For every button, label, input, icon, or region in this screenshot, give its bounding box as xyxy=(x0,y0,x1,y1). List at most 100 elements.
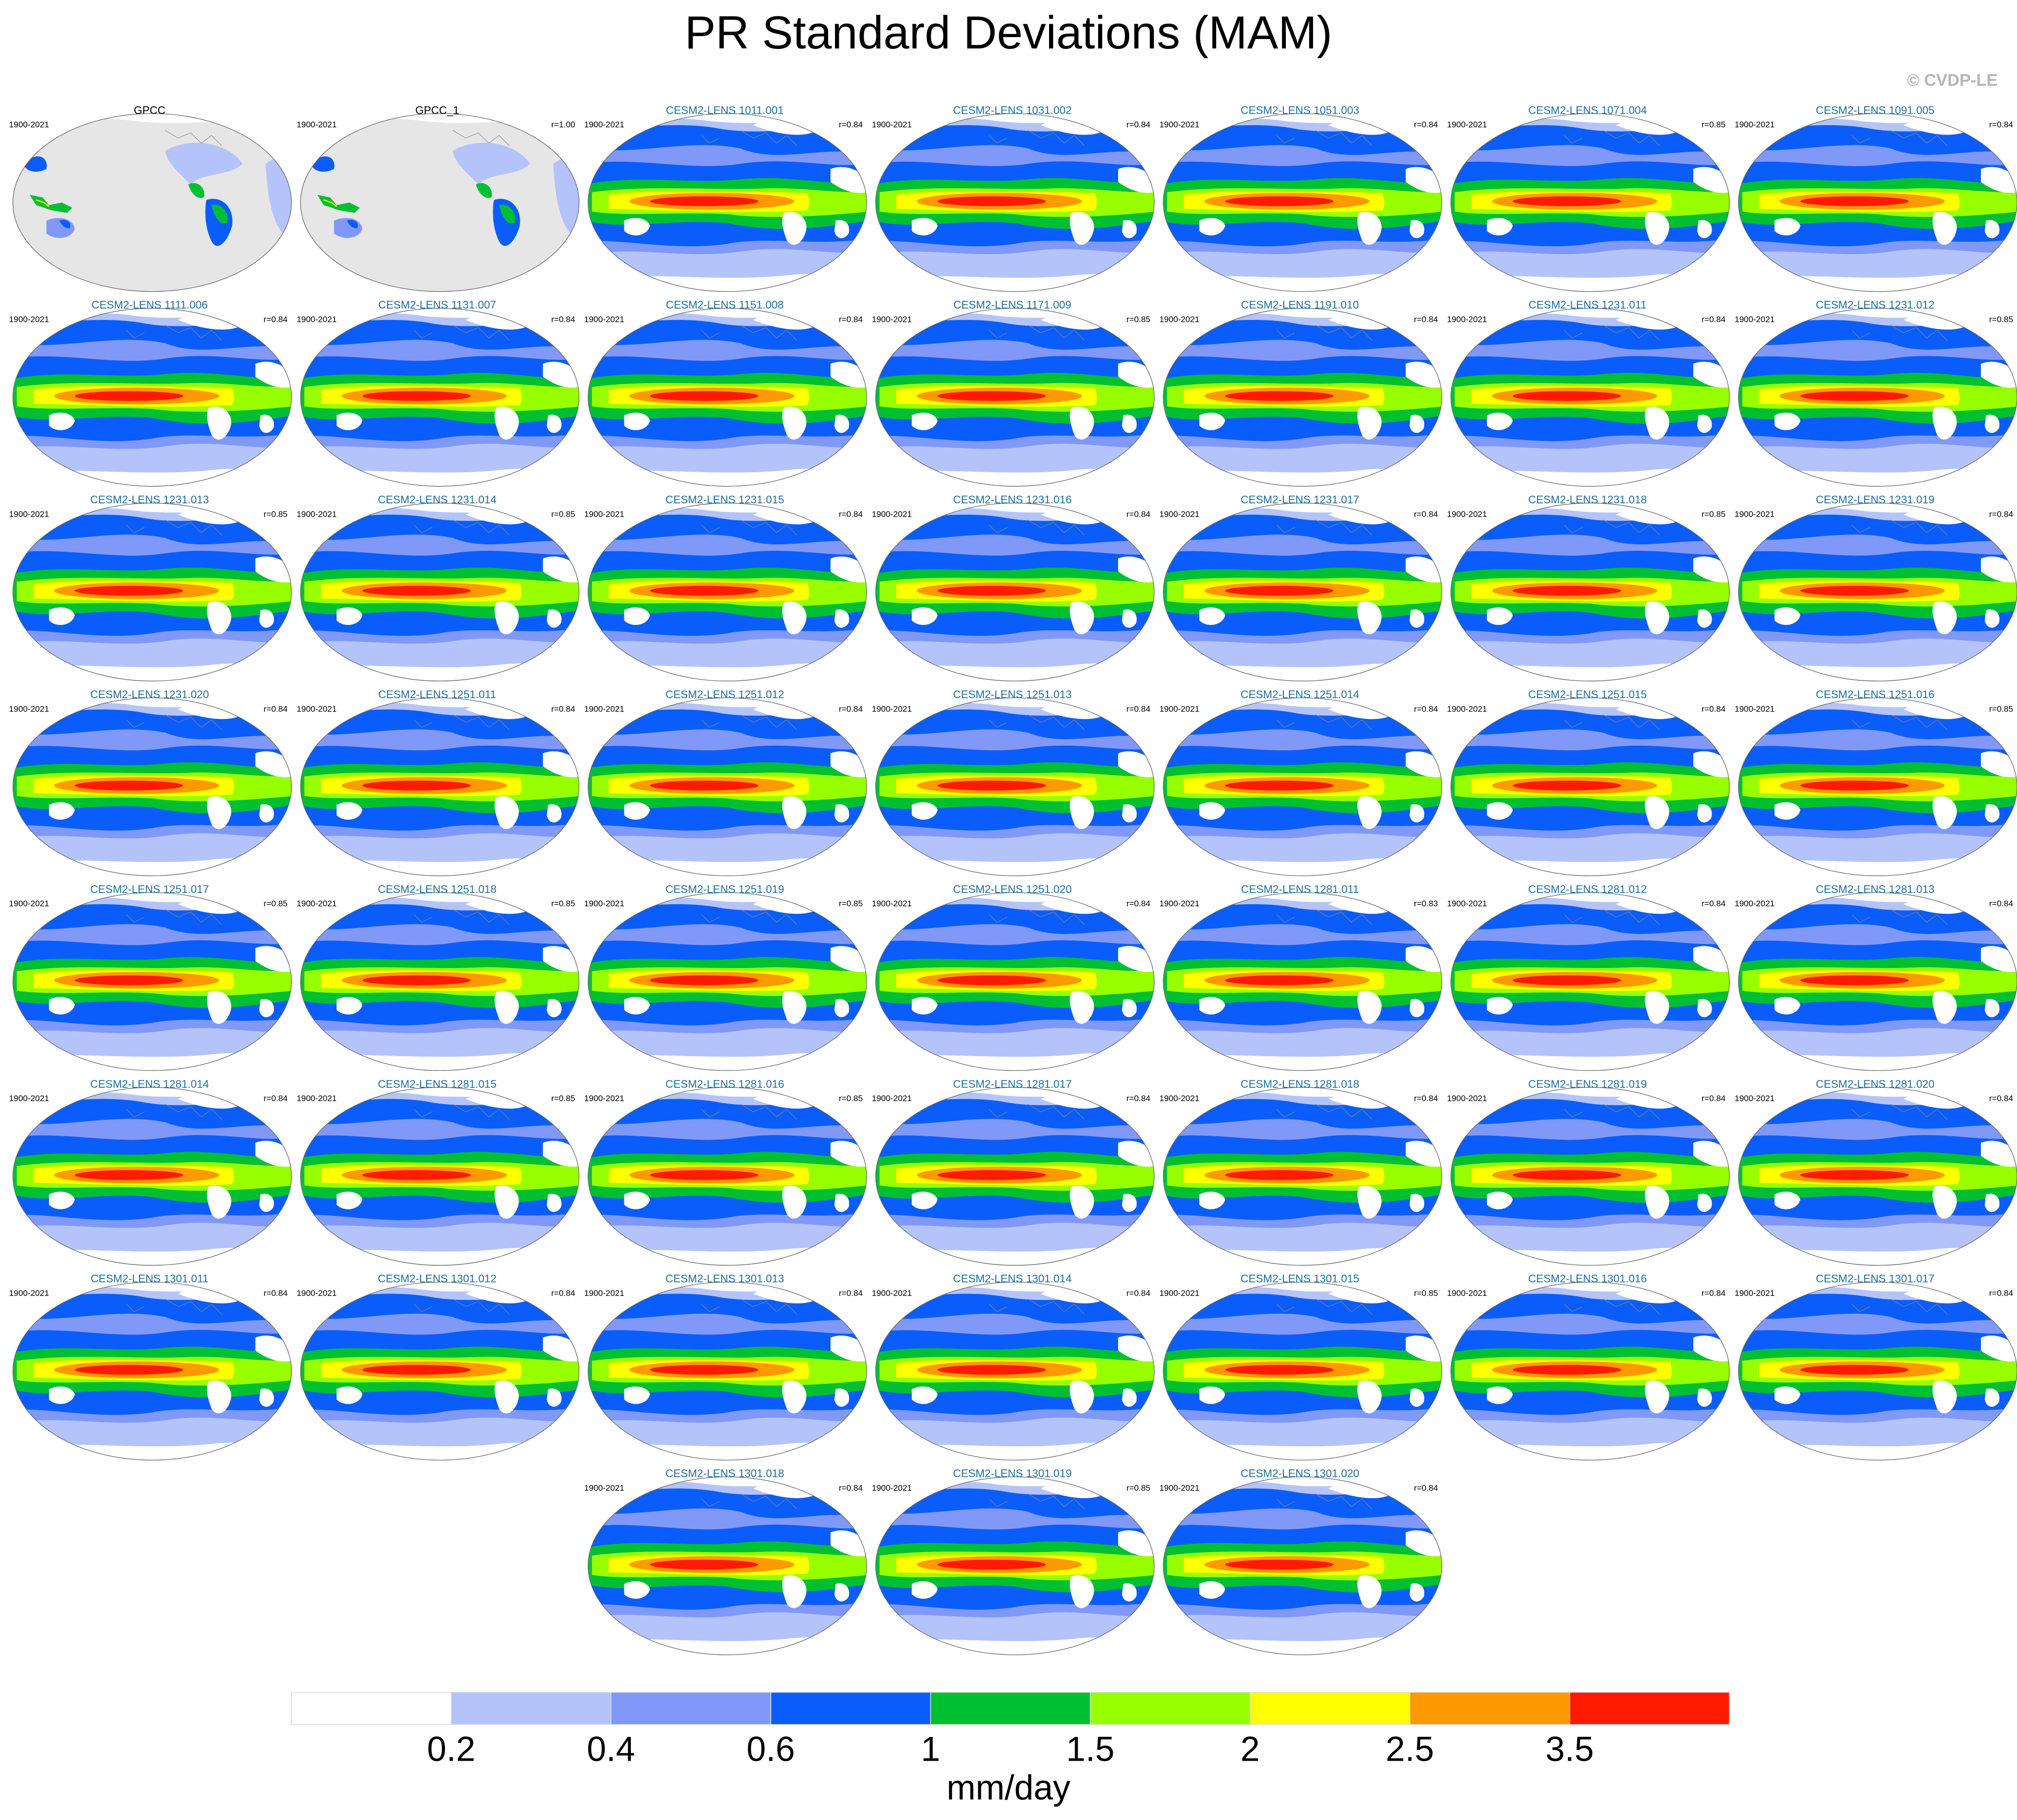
map-panel xyxy=(585,111,869,294)
panel-title: CESM2-LENS 1281.016 xyxy=(665,1078,784,1090)
panel-title: CESM2-LENS 1251.017 xyxy=(90,883,209,895)
panel-period: 1900-2021 xyxy=(584,1094,624,1103)
panel-correlation: r=0.85 xyxy=(1989,704,2014,713)
map-panel xyxy=(1161,1280,1445,1463)
panel-correlation: r=0.84 xyxy=(1414,1483,1438,1493)
panel-correlation: r=0.83 xyxy=(1414,899,1438,908)
figure-title: PR Standard Deviations (MAM) xyxy=(685,6,1332,58)
colorbar-box xyxy=(1569,1691,1730,1725)
colorbar-box xyxy=(930,1691,1091,1725)
panel-correlation: r=0.84 xyxy=(839,120,863,130)
panel-correlation: r=0.84 xyxy=(1989,1094,2014,1103)
colorbar-label: 0.6 xyxy=(746,1729,795,1768)
map-panel xyxy=(1161,111,1445,294)
panel-period: 1900-2021 xyxy=(1735,899,1775,908)
map-panel xyxy=(1448,111,1732,294)
panel-correlation: r=0.84 xyxy=(1414,509,1438,519)
panel-title: CESM2-LENS 1281.013 xyxy=(1816,883,1934,895)
map-panel xyxy=(298,111,582,294)
colorbar-label: 3.5 xyxy=(1545,1729,1594,1768)
panel-title: CESM2-LENS 1251.015 xyxy=(1528,688,1647,701)
panel-period: 1900-2021 xyxy=(872,899,912,908)
panel-correlation: r=0.84 xyxy=(1126,704,1150,713)
map-panel xyxy=(873,111,1157,294)
panel-correlation: r=0.84 xyxy=(1989,120,2014,130)
map-panel xyxy=(1448,695,1732,878)
panel-correlation: r=0.84 xyxy=(839,509,863,519)
panel-period: 1900-2021 xyxy=(1735,315,1775,324)
panel-correlation: r=0.84 xyxy=(551,704,575,713)
panel-correlation: r=0.85 xyxy=(1702,509,1726,519)
map-panel xyxy=(298,306,582,488)
panel-period: 1900-2021 xyxy=(872,1483,912,1493)
map-panel xyxy=(585,500,869,683)
panel-period: 1900-2021 xyxy=(872,509,912,519)
panel-period: 1900-2021 xyxy=(872,120,912,130)
map-panel xyxy=(585,695,869,878)
panel-correlation: r=0.84 xyxy=(1414,315,1438,324)
panel-correlation: r=0.84 xyxy=(1702,704,1726,713)
colorbar-label: 2 xyxy=(1240,1729,1260,1768)
panel-title: GPCC_1 xyxy=(415,104,459,116)
panel-title: CESM2-LENS 1251.018 xyxy=(378,883,496,895)
panel-title: CESM2-LENS 1301.012 xyxy=(378,1273,496,1285)
panel-correlation: r=0.84 xyxy=(1126,120,1150,130)
map-panel xyxy=(873,1474,1157,1657)
map-panel xyxy=(1448,1280,1732,1463)
colorbar-label: 0.2 xyxy=(427,1729,476,1768)
panel-correlation: r=0.84 xyxy=(1989,1288,2014,1298)
map-panel xyxy=(298,500,582,683)
colorbar-units: mm/day xyxy=(947,1768,1071,1807)
panel-title: CESM2-LENS 1301.019 xyxy=(953,1467,1072,1480)
map-panel xyxy=(1448,500,1732,683)
map-panel xyxy=(873,695,1157,878)
panel-period: 1900-2021 xyxy=(1735,1288,1775,1298)
panel-correlation: r=0.85 xyxy=(263,899,288,908)
panel-title: CESM2-LENS 1231.012 xyxy=(1816,299,1934,311)
panel-title: CESM2-LENS 1231.019 xyxy=(1816,493,1934,506)
panel-correlation: r=0.84 xyxy=(1126,1288,1150,1298)
panel-period: 1900-2021 xyxy=(584,899,624,908)
panel-correlation: r=0.84 xyxy=(839,1483,863,1493)
panel-period: 1900-2021 xyxy=(1447,1288,1487,1298)
panel-correlation: r=0.84 xyxy=(263,1094,288,1103)
map-panel xyxy=(1161,1474,1445,1657)
panel-title: CESM2-LENS 1231.011 xyxy=(1529,299,1647,311)
map-panel xyxy=(873,890,1157,1073)
map-panel xyxy=(585,1280,869,1463)
panel-title: CESM2-LENS 1071.004 xyxy=(1528,104,1647,116)
panel-correlation: r=0.84 xyxy=(1126,899,1150,908)
panel-title: CESM2-LENS 1301.013 xyxy=(665,1273,784,1285)
panel-correlation: r=0.84 xyxy=(839,704,863,713)
colorbar-label: 1.5 xyxy=(1066,1729,1115,1768)
panel-title: CESM2-LENS 1281.015 xyxy=(378,1078,496,1090)
map-panel xyxy=(10,890,294,1073)
panel-period: 1900-2021 xyxy=(1159,315,1199,324)
colorbar-label: 2.5 xyxy=(1386,1729,1434,1768)
panel-title: CESM2-LENS 1251.016 xyxy=(1816,688,1934,701)
map-panel xyxy=(10,111,294,294)
colorbar-box xyxy=(1409,1691,1570,1725)
map-panel xyxy=(10,695,294,878)
panel-period: 1900-2021 xyxy=(297,704,337,713)
panel-title: CESM2-LENS 1231.014 xyxy=(378,493,496,506)
panel-title: CESM2-LENS 1151.008 xyxy=(666,299,784,311)
panel-title: CESM2-LENS 1301.020 xyxy=(1240,1467,1359,1480)
panel-period: 1900-2021 xyxy=(297,315,337,324)
panel-period: 1900-2021 xyxy=(1447,315,1487,324)
panel-title: CESM2-LENS 1281.018 xyxy=(1240,1078,1359,1090)
panel-correlation: r=0.84 xyxy=(1702,1288,1726,1298)
panel-period: 1900-2021 xyxy=(1447,120,1487,130)
panel-title: CESM2-LENS 1281.019 xyxy=(1528,1078,1647,1090)
panel-correlation: r=0.85 xyxy=(1414,1288,1438,1298)
panel-title: CESM2-LENS 1171.009 xyxy=(954,299,1072,311)
colorbar-box xyxy=(611,1691,771,1725)
map-panel xyxy=(1736,111,2017,294)
panel-correlation: r=0.84 xyxy=(263,1288,288,1298)
map-panel xyxy=(1161,890,1445,1073)
panel-correlation: r=0.84 xyxy=(839,315,863,324)
map-panel xyxy=(1736,500,2017,683)
panel-correlation: r=0.84 xyxy=(1414,120,1438,130)
map-panel xyxy=(873,1280,1157,1463)
